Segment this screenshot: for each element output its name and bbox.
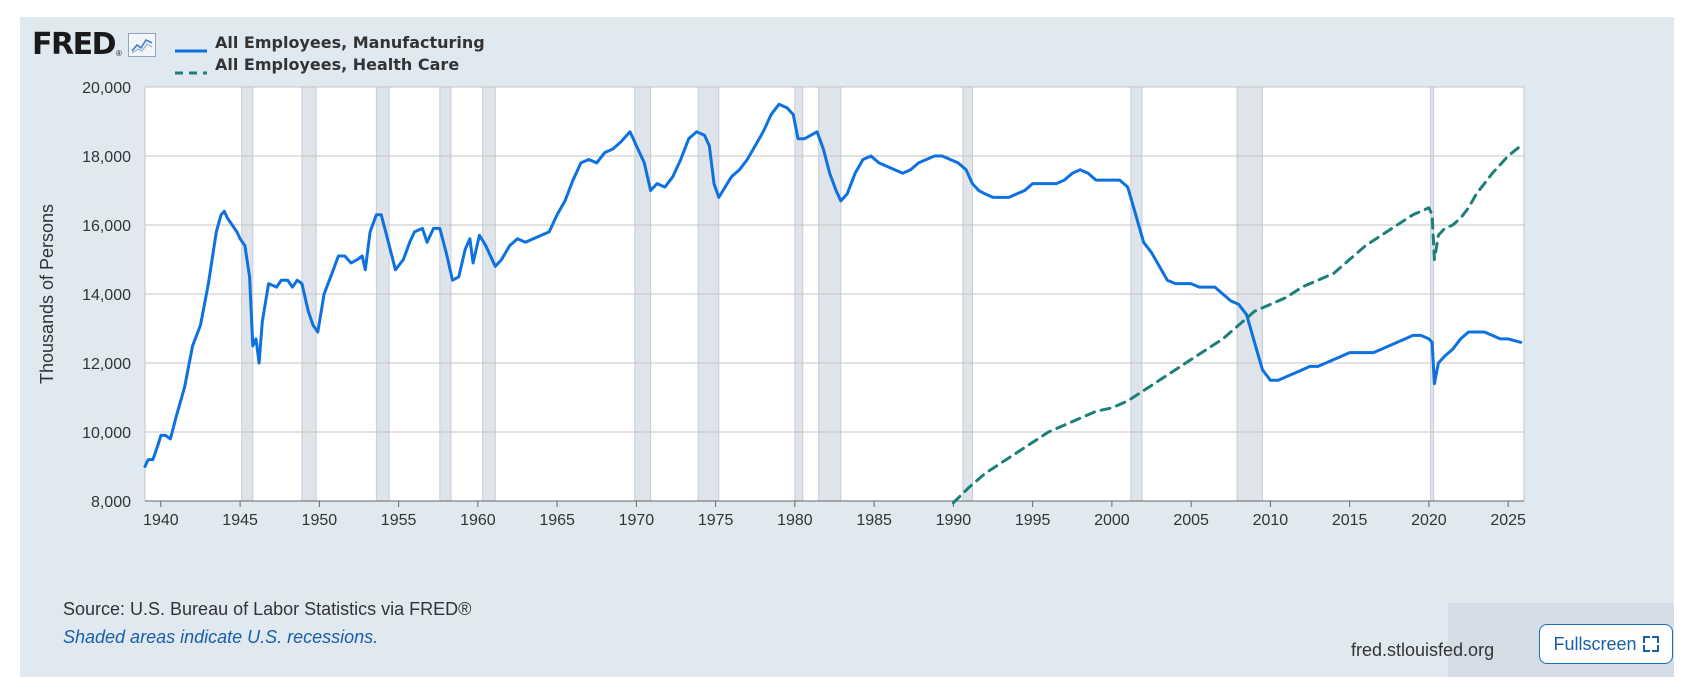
- y-tick-label: 20,000: [82, 80, 131, 97]
- source-note: Source: U.S. Bureau of Labor Statistics …: [63, 599, 472, 619]
- x-tick-label: 2025: [1490, 512, 1526, 529]
- fullscreen-button[interactable]: Fullscreen: [1539, 624, 1673, 664]
- legend-swatch-dashed: [175, 62, 207, 75]
- series-lines: [143, 102, 1523, 505]
- registered-mark: ®: [116, 49, 122, 58]
- x-tick-label: 1970: [619, 512, 655, 529]
- x-tick-label: 1950: [302, 512, 338, 529]
- site-url[interactable]: fred.stlouisfed.org: [1351, 640, 1495, 660]
- y-axis-ticks: 8,000 10,000 12,000 14,000 16,000 18,000 20,00…: [82, 80, 131, 511]
- line-graph-icon[interactable]: [127, 32, 156, 57]
- legend-item-manufacturing[interactable]: All Employees, Manufacturing: [175, 31, 485, 53]
- x-tick-label: 2015: [1332, 512, 1368, 529]
- series-line-health-care: [951, 144, 1523, 505]
- y-tick-label: 14,000: [82, 287, 131, 304]
- line-chart[interactable]: 8,000 10,000 12,000 14,000 16,000 18,000 20,00…: [20, 17, 1674, 597]
- chart-legend: All Employees, Manufacturing All Employe…: [175, 31, 485, 75]
- legend-item-health-care[interactable]: All Employees, Health Care: [175, 53, 485, 75]
- x-tick-label: 1995: [1015, 512, 1051, 529]
- fred-brand[interactable]: FRED ®: [32, 27, 156, 62]
- y-tick-label: 10,000: [82, 425, 131, 442]
- x-tick-label: 2000: [1094, 512, 1130, 529]
- x-tick-label: 1985: [856, 512, 892, 529]
- x-tick-label: 2010: [1253, 512, 1289, 529]
- x-tick-label: 1975: [698, 512, 734, 529]
- expand-icon: [1642, 636, 1659, 652]
- x-axis-ticks: 1940 1945 1950 1955 1960 1965 1970 1975 1980 1985…: [143, 500, 1526, 529]
- legend-swatch-solid: [175, 40, 207, 53]
- y-axis-label: Thousands of Persons: [37, 204, 57, 384]
- recession-note: Shaded areas indicate U.S. recessions.: [63, 627, 379, 647]
- chart-frame: FRED ® All Employees, Manufacturing All …: [20, 17, 1674, 677]
- x-tick-label: 1965: [539, 512, 575, 529]
- x-tick-label: 2020: [1411, 512, 1447, 529]
- x-tick-label: 1955: [381, 512, 417, 529]
- x-tick-label: 1945: [222, 512, 258, 529]
- x-tick-label: 2005: [1173, 512, 1209, 529]
- series-line-manufacturing: [143, 102, 1523, 468]
- y-tick-label: 12,000: [82, 356, 131, 373]
- y-tick-label: 16,000: [82, 218, 131, 235]
- legend-label-manufacturing: All Employees, Manufacturing: [215, 32, 485, 52]
- fullscreen-label: Fullscreen: [1553, 633, 1637, 654]
- y-tick-label: 8,000: [91, 494, 131, 511]
- legend-label-health-care: All Employees, Health Care: [215, 54, 460, 74]
- x-tick-label: 1980: [777, 512, 813, 529]
- x-tick-label: 1990: [936, 512, 972, 529]
- x-tick-label: 1960: [460, 512, 496, 529]
- fred-logo: FRED: [32, 27, 117, 62]
- y-tick-label: 18,000: [82, 149, 131, 166]
- x-tick-label: 1940: [143, 512, 179, 529]
